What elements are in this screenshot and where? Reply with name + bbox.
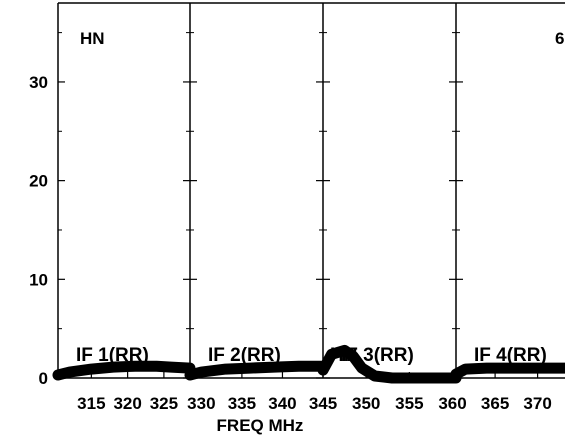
x-tick-label: 360	[438, 394, 466, 413]
panel-if-label: IF 3(RR)	[341, 345, 414, 366]
panel-source-label: HN	[330, 345, 357, 366]
panels	[57, 2, 565, 379]
panel-if-label: IF 2(RR)	[208, 345, 281, 366]
panel-if-label: IF 4(RR)	[474, 345, 547, 366]
x-tick-label: 335	[228, 394, 256, 413]
source-label: HN	[80, 29, 105, 48]
x-tick-label: 370	[523, 394, 551, 413]
x-tick-label: 365	[481, 394, 509, 413]
x-tick-labels: 3153203253303353403453503553603653703	[77, 394, 552, 413]
overlay-labels: HN 6 IF 1(RR) IF 2(RR) IF 3(RR)HN IF 4(RR)	[76, 29, 564, 366]
panel-if-label: IF 1(RR)	[76, 345, 149, 366]
x-tick-label: 355	[395, 394, 423, 413]
series-lines	[52, 344, 565, 384]
y-tick-label: 0	[39, 369, 48, 388]
series-line	[450, 362, 565, 380]
series-line	[317, 344, 462, 384]
x-tick-label: 350	[352, 394, 380, 413]
y-tick-label: 20	[29, 172, 48, 191]
x-tick-label: 345	[309, 394, 337, 413]
y-tick-label: 10	[29, 270, 48, 289]
x-tick-label: 315	[77, 394, 105, 413]
series-line	[184, 360, 329, 381]
x-tick-label: 330	[187, 394, 215, 413]
x-axis-title: FREQ MHz	[217, 416, 304, 435]
x-tick-label: 320	[113, 394, 141, 413]
y-tick-label: 30	[29, 73, 48, 92]
y-axis: 0 10 20 30	[29, 73, 48, 388]
series-line	[52, 360, 196, 381]
page-label: 6	[555, 29, 564, 48]
x-tick-label: 325	[150, 394, 178, 413]
x-tick-label: 340	[268, 394, 296, 413]
